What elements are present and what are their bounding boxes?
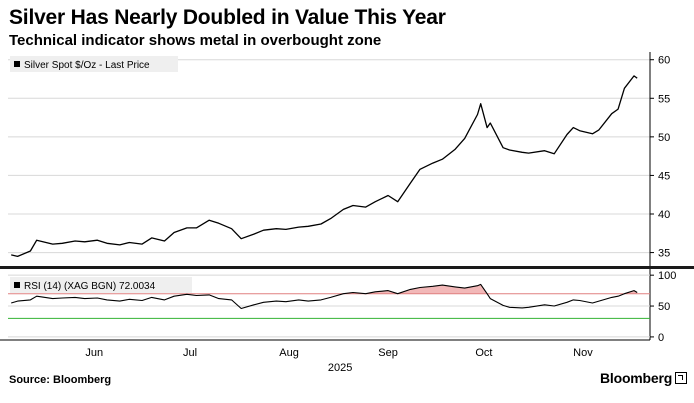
price-legend-swatch [14,61,20,67]
x-year-label: 2025 [328,362,352,374]
source-note: Source: Bloomberg [9,374,112,386]
rsi-tick-label: 100 [658,270,676,282]
page-subtitle: Technical indicator shows metal in overb… [9,32,382,49]
x-tick-label: Nov [573,347,593,359]
x-tick-label: Aug [279,347,299,359]
price-tick-label: 45 [658,170,670,182]
logo-box-icon [675,372,688,384]
rsi-tick-label: 0 [658,332,664,344]
rsi-tick-label: 50 [658,301,670,313]
x-tick-label: Oct [475,347,492,359]
bloomberg-logo: Bloomberg [600,370,688,386]
silver-price-line [11,75,638,258]
logo-text: Bloomberg [600,370,673,386]
price-tick-label: 35 [658,248,670,260]
rsi-line [11,283,638,310]
rsi-legend-box [10,277,192,293]
page-title: Silver Has Nearly Doubled in Value This … [9,6,446,29]
rsi-legend-label: RSI (14) (XAG BGN) 72.0034 [24,281,156,292]
price-tick-label: 55 [658,93,670,105]
price-tick-label: 50 [658,132,670,144]
x-tick-label: Jul [183,347,197,359]
panel-separator [0,266,694,269]
price-legend-label: Silver Spot $/Oz - Last Price [24,60,150,71]
price-tick-label: 40 [658,209,670,221]
overbought-area [343,284,638,294]
x-tick-label: Sep [378,347,398,359]
rsi-legend-swatch [14,282,20,288]
x-tick-label: Jun [85,347,103,359]
price-legend-box [10,56,178,72]
price-tick-label: 60 [658,55,670,67]
